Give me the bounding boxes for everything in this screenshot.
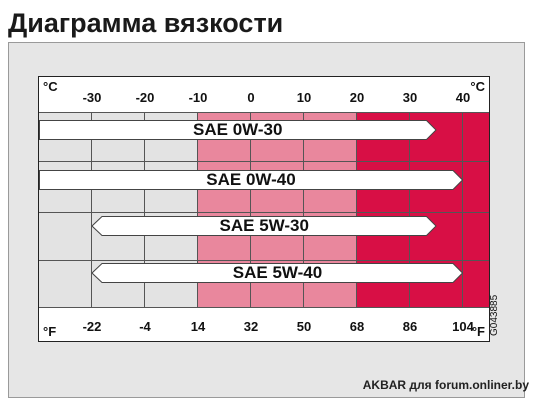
arrow-shape [92, 216, 437, 236]
fahrenheit-unit-right: °F [471, 324, 485, 339]
fahrenheit-tick-label: 68 [349, 319, 365, 334]
celsius-unit-right: °C [470, 79, 485, 94]
arrow-outline [39, 120, 437, 140]
arrow-shape [39, 120, 437, 140]
oil-range-arrow: SAE 0W-30 [39, 120, 437, 140]
celsius-tick-label: 10 [296, 90, 312, 105]
celsius-tick-label: 0 [247, 90, 255, 105]
oil-range-arrow: SAE 5W-30 [92, 216, 437, 236]
celsius-unit-left: °C [43, 79, 58, 94]
row-separator [39, 112, 489, 113]
fahrenheit-tick-label: 50 [296, 319, 312, 334]
temperature-column [39, 112, 92, 307]
fahrenheit-tick-label: 86 [402, 319, 418, 334]
arrow-outline [92, 263, 463, 283]
figure-code: G043885 [489, 294, 500, 336]
oil-grade-label: SAE 0W-30 [193, 120, 283, 139]
celsius-tick-label: -30 [82, 90, 102, 105]
fahrenheit-tick-label: 32 [243, 319, 259, 334]
oil-grade-label: SAE 5W-30 [219, 216, 309, 235]
page-title: Диаграмма вязкости [8, 8, 284, 38]
celsius-tick-label: 20 [349, 90, 365, 105]
row-separator [39, 307, 489, 308]
celsius-tick-label: 40 [455, 90, 471, 105]
arrow-shape [39, 170, 463, 190]
celsius-tick-label: 30 [402, 90, 418, 105]
fahrenheit-tick-label: 104 [452, 319, 474, 334]
credit-text: AKBAR для forum.onliner.by [362, 378, 529, 392]
arrow-outline [39, 170, 463, 190]
oil-grade-label: SAE 0W-40 [206, 170, 296, 189]
row-separator [39, 212, 489, 213]
oil-grade-label: SAE 5W-40 [232, 263, 323, 282]
temperature-column [463, 112, 489, 307]
fahrenheit-tick-label: -22 [82, 319, 102, 334]
celsius-tick-label: -10 [188, 90, 208, 105]
oil-range-arrow: SAE 0W-40 [39, 170, 463, 190]
arrow-shape [92, 263, 463, 283]
row-separator [39, 260, 489, 261]
celsius-tick-label: -20 [135, 90, 155, 105]
arrow-outline [92, 216, 437, 236]
fahrenheit-tick-label: 14 [190, 319, 206, 334]
viscosity-chart: °C °C °F °F -30 -20 -10 0 10 20 30 40 -22 -4 14 32 5… [38, 76, 490, 342]
row-separator [39, 161, 489, 162]
fahrenheit-tick-label: -4 [139, 319, 151, 334]
fahrenheit-unit-left: °F [43, 324, 57, 339]
oil-range-arrow: SAE 5W-40 [92, 263, 463, 283]
